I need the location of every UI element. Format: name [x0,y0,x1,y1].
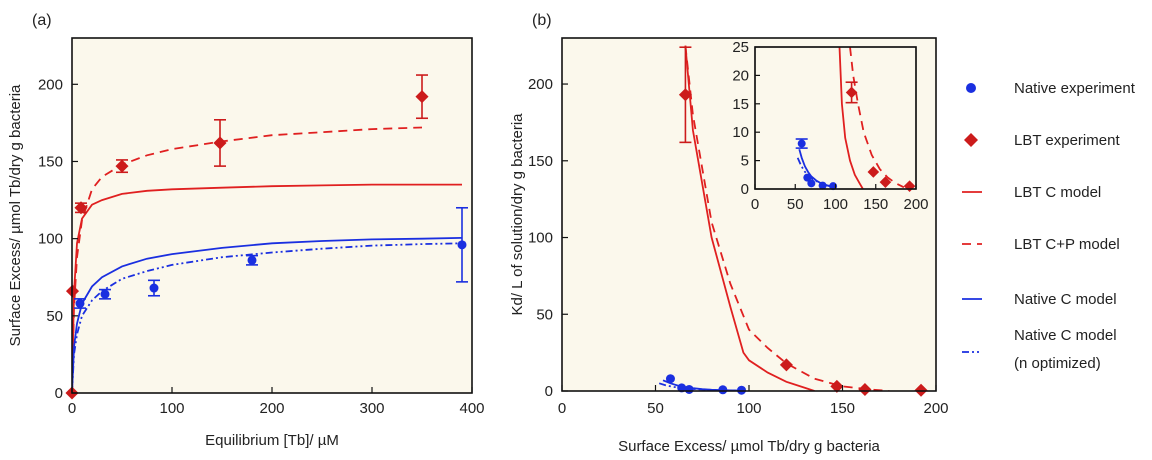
panel-a-point-native-4 [247,255,257,265]
panel-a-ytick-label: 150 [38,153,63,170]
panel-b-point-lbt-2 [830,379,844,393]
panel-a-ytick-label: 50 [46,308,63,325]
panel-a-point-native-1 [75,298,85,308]
inset-xtick-label: 50 [787,196,804,213]
inset-point-lbt-1 [867,166,880,178]
panel-a-xtick-label: 300 [359,400,384,417]
inset-line-lbt-c-p-model [849,47,905,189]
legend-label: LBT C model [1014,184,1101,201]
panel-b-line-lbt-c-p-model [684,45,890,391]
panel-b-point-native-0 [665,374,675,384]
panel-b-xtick-label: 200 [923,400,948,417]
panel-b-point-native-2 [684,384,694,394]
panel-a-ytick-label: 0 [55,385,63,402]
panel-a-ylabel: Surface Excess/ µmol Tb/dry g bacteria [7,84,24,346]
panel-b-ytick-label: 100 [528,230,553,247]
panel-a-line-native-c-model-n-optimized- [72,242,463,393]
inset-ytick-label: 5 [741,153,749,170]
panel-b-ylabel: Kd/ L of solution/dry g bacteria [509,113,526,316]
inset-ytick-label: 15 [732,96,749,113]
panel-b-xtick-label: 100 [736,400,761,417]
inset-point-lbt-2 [879,176,892,188]
legend: Native experiment LBT experiment LBT C mod… [962,80,1136,372]
legend-marker-circle [966,83,976,93]
panel-a-ytick-label: 100 [38,231,63,248]
legend-label: Native C model [1014,327,1117,344]
panel-a-xtick-label: 400 [459,400,484,417]
panel-b-inset: 0 50 100 150 200 0 5 10 15 20 25 [732,39,928,213]
panel-a-point-lbt-4 [213,136,227,150]
inset-xtick-label: 100 [823,196,848,213]
inset-point-native-3 [818,181,827,190]
panel-a-line-native-c-model [72,237,463,393]
panel-a-label: (a) [32,12,52,29]
legend-label: LBT experiment [1014,132,1120,149]
panel-a-plot-area [72,38,472,393]
panel-a-point-lbt-5 [415,90,429,104]
panel-b-point-native-3 [718,385,728,395]
panel-b-xlabel: Surface Excess/ µmol Tb/dry g bacteria [618,438,880,455]
panel-a-point-native-2 [100,289,110,299]
panel-b-xtick-label: 0 [558,400,566,417]
inset-xtick-label: 150 [863,196,888,213]
panel-a-xtick-label: 200 [259,400,284,417]
inset-point-native-1 [803,173,812,182]
legend-label-2: (n optimized) [1014,355,1101,372]
panel-a-point-native-3 [149,283,159,293]
panel-a-xtick-label: 0 [68,400,76,417]
inset-line-lbt-c-model [838,47,864,189]
panel-b-label: (b) [532,12,552,29]
panel-a-point-lbt-3 [115,159,129,173]
panel-a: 0 100 200 300 400 0 50 100 150 200 (a) Equilibrium … [7,12,485,449]
panel-b-point-lbt-1 [779,358,793,372]
panel-a-point-native-5 [457,240,467,250]
panel-a-line-lbt-c-model [72,183,462,393]
inset-point-lbt-0 [845,86,858,99]
inset-ytick-label: 20 [732,67,749,84]
inset-point-native-2 [807,179,816,188]
panel-a-xlabel: Equilibrium [Tb]/ µM [205,432,339,449]
inset-ytick-label: 25 [732,39,749,56]
panel-b-xtick-label: 50 [647,400,664,417]
inset-point-native-0 [797,139,806,148]
legend-label: LBT C+P model [1014,236,1120,253]
panel-b-point-native-1 [677,383,687,393]
inset-xtick-label: 0 [751,196,759,213]
legend-label: Native experiment [1014,80,1136,97]
panel-b-point-lbt-3 [858,382,872,396]
legend-label: Native C model [1014,291,1117,308]
panel-b-line-lbt-c-model [684,45,815,391]
panel-a-point-lbt-2 [74,201,88,215]
panel-a-xtick-label: 100 [159,400,184,417]
inset-ytick-label: 10 [732,124,749,141]
legend-marker-diamond [964,133,978,147]
panel-a-line-lbt-c-p-model [72,126,423,393]
panel-b-xtick-label: 150 [830,400,855,417]
inset-ytick-label: 0 [741,181,749,198]
panel-b-ytick-label: 0 [545,383,553,400]
inset-xtick-label: 200 [903,196,928,213]
panel-b-ytick-label: 50 [536,306,553,323]
inset-plot-area [754,46,917,190]
panel-b-ytick-label: 150 [528,153,553,170]
panel-b-ytick-label: 200 [528,76,553,93]
panel-b-point-lbt-0 [678,88,692,102]
panel-a-ytick-label: 200 [38,76,63,93]
